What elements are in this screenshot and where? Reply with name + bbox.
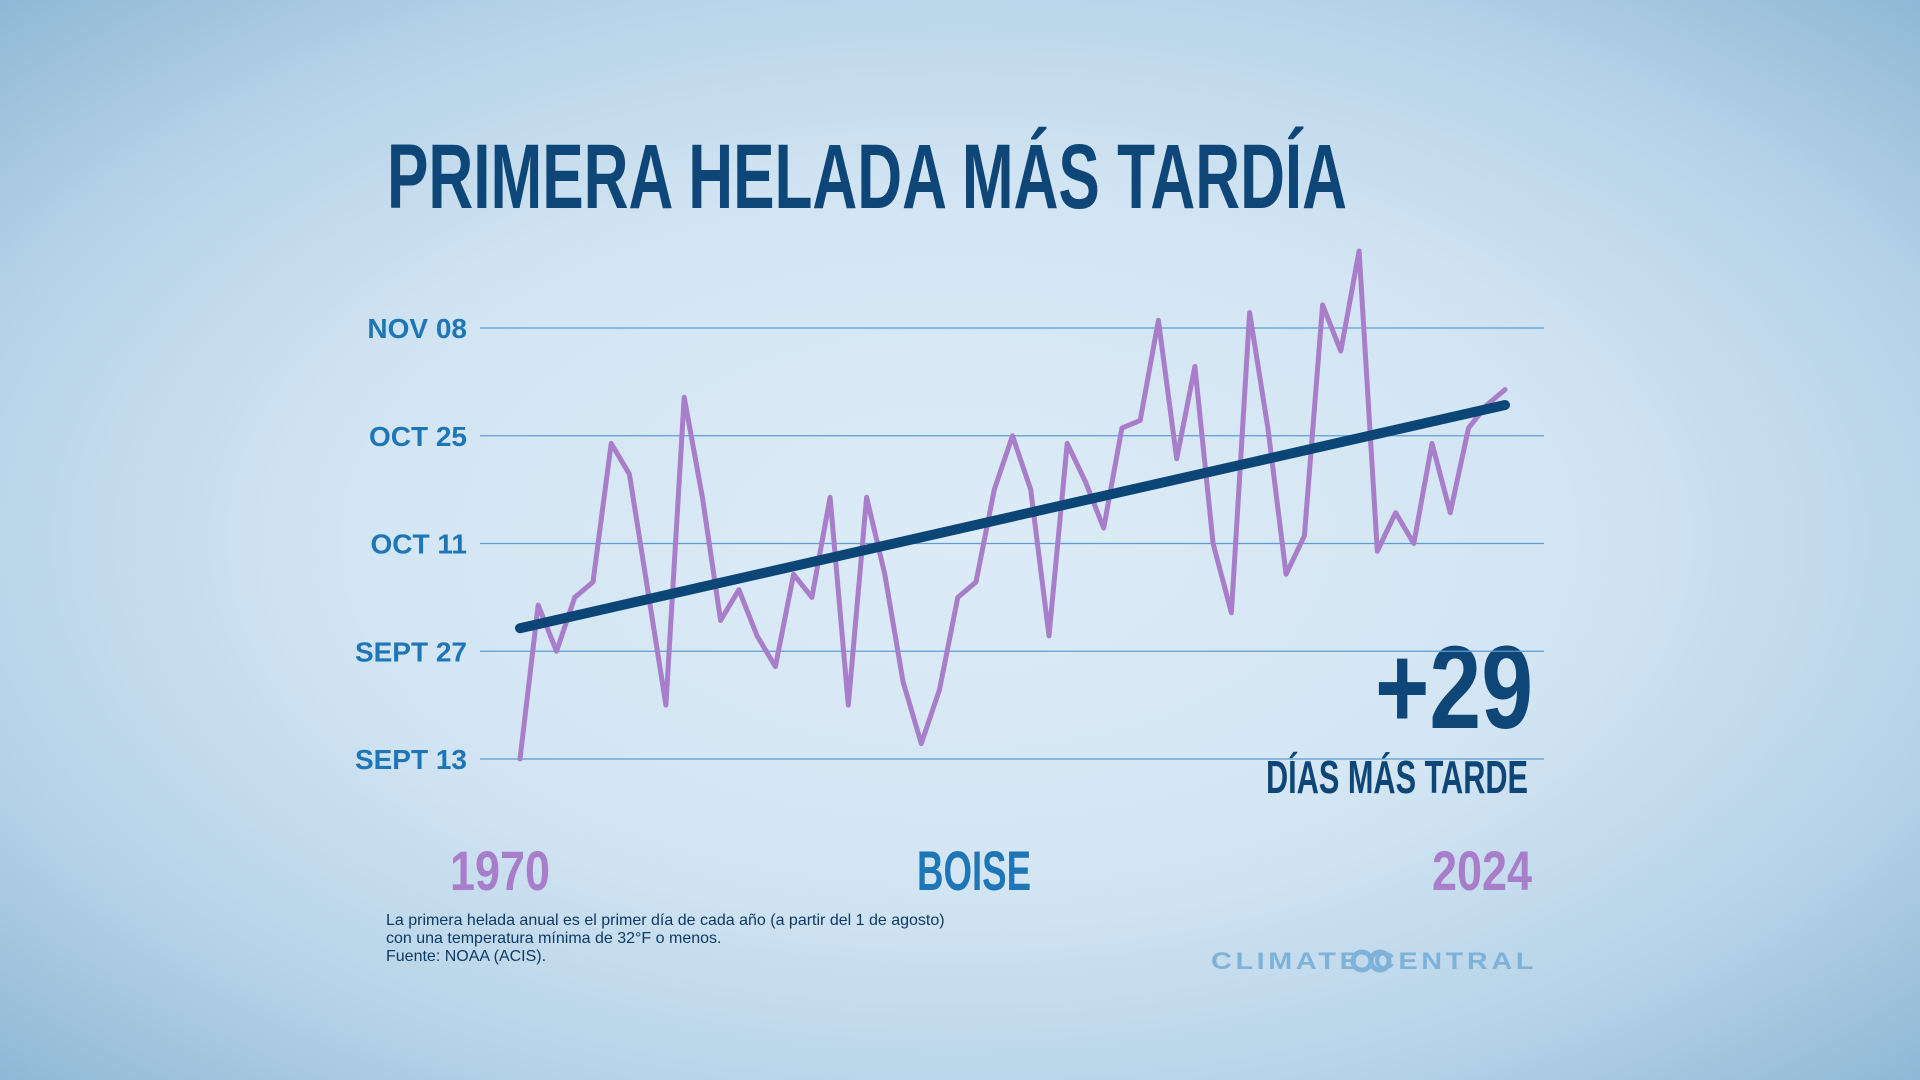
y-tick-label: SEPT 13 — [355, 744, 467, 775]
y-tick-label: OCT 25 — [369, 421, 467, 452]
annotation-label: DÍAS MÁS TARDE — [1266, 751, 1528, 803]
data-line — [517, 248, 1508, 762]
y-tick-label: SEPT 27 — [355, 636, 467, 667]
note-line: La primera helada anual es el primer día… — [386, 912, 945, 929]
y-tick-label: NOV 08 — [367, 313, 467, 344]
location-label: BOISE — [917, 839, 1031, 902]
trend-line — [515, 400, 1510, 634]
x-tick-label: 2024 — [1432, 839, 1532, 902]
logo-icon — [1350, 949, 1392, 973]
chart-title: PRIMERA HELADA MÁS TARDÍA — [387, 125, 1347, 228]
note-line: Fuente: NOAA (ACIS). — [386, 948, 546, 965]
note-line: con una temperatura mínima de 32°F o men… — [386, 930, 721, 947]
x-tick-label: 1970 — [450, 839, 550, 902]
y-tick-label: OCT 11 — [371, 529, 467, 560]
annotation-value: +29 — [1375, 622, 1533, 754]
